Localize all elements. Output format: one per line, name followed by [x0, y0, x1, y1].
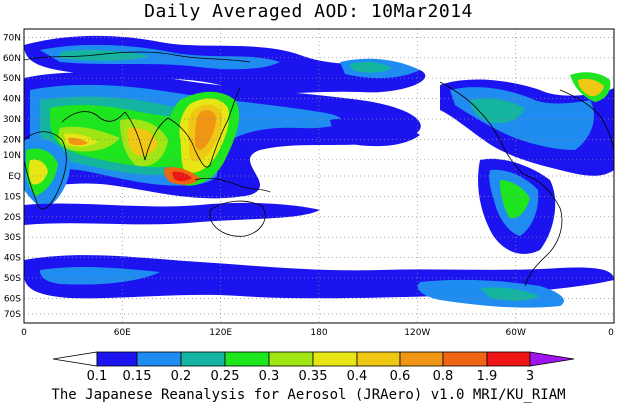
colorbar-swatch [180, 351, 226, 367]
lon-labels: 0 60E 120E 180 120W 60W 0 [21, 328, 614, 338]
lat-label: 40N [3, 95, 21, 105]
lat-label: 60N [3, 54, 21, 64]
colorbar-label: 0.35 [299, 369, 328, 384]
lat-labels: 70N 60N 50N 40N 30N 20N 10N EQ 10S 20S 3… [3, 33, 21, 320]
lon-label: 120W [404, 328, 430, 338]
colorbar-swatch [224, 351, 270, 367]
coastlines [24, 51, 614, 287]
lat-label: 50N [3, 74, 21, 84]
colorbar-swatch [356, 351, 401, 367]
lat-label: 70S [4, 310, 21, 320]
colorbar-label: 0.15 [123, 369, 152, 384]
lat-label: 30N [3, 115, 21, 125]
map-title: Daily Averaged AOD: 10Mar2014 [144, 1, 473, 22]
colorbar-swatch [268, 351, 314, 367]
lon-label: 60E [114, 328, 131, 338]
lat-label: 60S [4, 294, 21, 304]
colorbar-label: 0.4 [347, 369, 368, 384]
lat-lon-grid [24, 29, 614, 323]
lat-label: 50S [4, 274, 21, 284]
colorbar-swatch [52, 351, 98, 367]
credit-line: The Japanese Reanalysis for Aerosol (JRA… [51, 387, 566, 403]
lat-label: 20N [3, 135, 21, 145]
colorbar-label: 0.1 [87, 369, 108, 384]
colorbar-swatch [96, 351, 138, 367]
colorbar-swatch [312, 351, 358, 367]
map-frame [23, 28, 615, 324]
colorbar-label: 0.25 [211, 369, 240, 384]
lon-label: 60W [506, 328, 526, 338]
lat-label: 10N [3, 151, 21, 161]
colorbar-swatch [136, 351, 182, 367]
lon-label: 120E [209, 328, 232, 338]
lat-label: EQ [8, 172, 21, 182]
colorbar-swatch [486, 351, 531, 367]
colorbar-label: 0.2 [171, 369, 192, 384]
lon-label: 0 [608, 328, 614, 338]
colorbar-label: 0.6 [390, 369, 411, 384]
colorbar-label: 3 [526, 369, 534, 384]
lat-label: 70N [3, 33, 21, 43]
lat-label: 10S [4, 192, 21, 202]
colorbar-label: 1.9 [477, 369, 498, 384]
colorbar-swatches [52, 351, 575, 367]
colorbar-label: 0.8 [433, 369, 454, 384]
lat-label: 20S [4, 213, 21, 223]
lon-label: 0 [21, 328, 27, 338]
colorbar-swatch [529, 351, 575, 367]
colorbar-swatch [442, 351, 488, 367]
colorbar-swatch [399, 351, 444, 367]
colorbar-labels: 0.1 0.15 0.2 0.25 0.3 0.35 0.4 0.6 0.8 1… [87, 369, 534, 384]
colorbar-label: 0.3 [259, 369, 280, 384]
lat-label: 40S [4, 254, 21, 264]
lon-label: 180 [310, 328, 327, 338]
lat-label: 30S [4, 233, 21, 243]
